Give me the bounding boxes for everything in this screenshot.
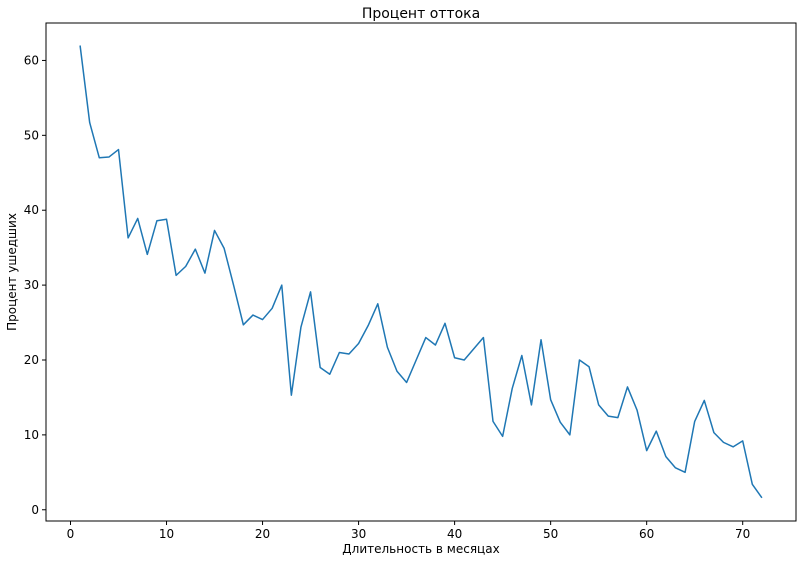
x-axis: 0 10 20 30 40 50 60 70 (67, 521, 750, 541)
series-line (79, 45, 763, 499)
y-tick-label: 10 (24, 428, 39, 442)
x-tick-label: 20 (255, 527, 270, 541)
plot-frame (45, 22, 797, 522)
chart-title: Процент оттока (362, 6, 480, 22)
y-tick-label: 60 (24, 53, 39, 67)
y-tick-label: 20 (24, 353, 39, 367)
y-tick-label: 40 (24, 203, 39, 217)
x-tick-label: 0 (67, 527, 75, 541)
y-tick-label: 50 (24, 128, 39, 142)
x-tick-label: 30 (351, 527, 366, 541)
x-tick-label: 60 (639, 527, 654, 541)
y-tick-label: 0 (31, 503, 39, 517)
y-tick-label: 30 (24, 278, 39, 292)
y-axis-label: Процент ушедших (5, 213, 19, 331)
y-axis: 0 10 20 30 40 50 60 (24, 53, 46, 517)
x-tick-label: 40 (447, 527, 462, 541)
x-axis-label: Длительность в месяцах (342, 542, 499, 556)
x-tick-label: 50 (543, 527, 558, 541)
x-tick-label: 10 (159, 527, 174, 541)
series-group (79, 45, 763, 499)
x-tick-label: 70 (735, 527, 750, 541)
